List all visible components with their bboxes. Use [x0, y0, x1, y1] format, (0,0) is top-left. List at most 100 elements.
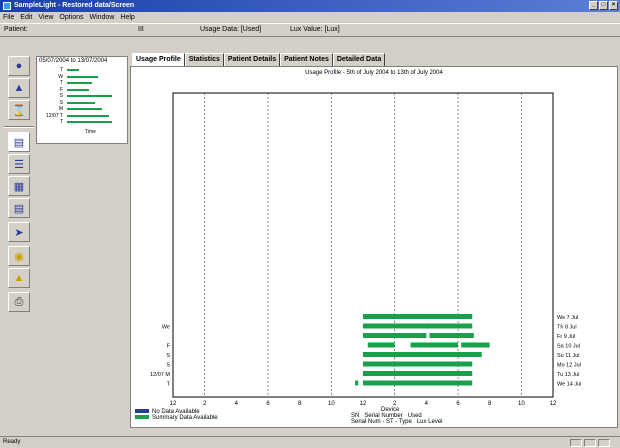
note-row: SN Serial Number Used [351, 413, 443, 419]
thumbnail-day-label: T [59, 67, 63, 73]
thumbnail-bar [67, 69, 80, 71]
x-tick-label: 2 [393, 401, 397, 407]
chart-title: Usage Profile - 5th of July 2004 to 13th… [305, 70, 443, 76]
maximize-button[interactable]: □ [599, 1, 608, 10]
thumbnail-bar [67, 101, 95, 104]
minimize-button[interactable]: _ [589, 1, 598, 10]
usage-bar [461, 342, 490, 348]
lux-label: Lux Value: [Lux] [290, 26, 340, 33]
usage-bar [429, 333, 474, 338]
flashlight-button[interactable]: ◉ [8, 246, 30, 266]
x-tick-label: 4 [235, 401, 239, 407]
legend-item: No Data Available [135, 409, 218, 415]
thumbnail-day-label: F [59, 86, 63, 93]
legend-label: Summary Data Available [152, 415, 218, 421]
row-date-label: We 14 Jul [557, 382, 581, 388]
x-tick-label: 12 [170, 401, 177, 407]
print-button[interactable]: ⎙ [8, 292, 30, 312]
legend-item: Summary Data Available [135, 415, 218, 421]
window-controls: _ □ × [589, 1, 618, 10]
menu-help[interactable]: Help [120, 14, 135, 21]
row-date-label: Su 11 Jul [557, 353, 580, 359]
thumbnail-bar [67, 95, 112, 97]
report-button[interactable]: ▤ [8, 132, 30, 152]
status-panel [598, 439, 610, 447]
row-label: T [167, 382, 171, 388]
mode-label: III [138, 26, 144, 33]
usage-label: Usage Data: [Used] [200, 26, 262, 33]
document-icon: ▤ [13, 136, 25, 149]
status-bar: Ready [0, 436, 620, 448]
thumbnail-bar [67, 75, 98, 78]
menu-file[interactable]: File [3, 14, 15, 21]
menu-view[interactable]: View [38, 14, 54, 21]
tab-detailed-data[interactable]: Detailed Data [332, 53, 386, 66]
usage-bar [363, 371, 473, 376]
row-label: S [166, 353, 170, 359]
import-button[interactable]: ➤ [8, 222, 30, 242]
row-date-label: Sa 10 Jul [557, 344, 580, 350]
thumbnail-xlabel: Time [85, 129, 96, 135]
people-icon: ● [15, 60, 23, 72]
thumbnail-day-label: S [59, 93, 63, 99]
usage-bar [363, 361, 473, 367]
usage-bar [367, 342, 395, 348]
thumbnail-day-label: W [58, 73, 63, 80]
tab-patient-notes[interactable]: Patient Notes [280, 53, 333, 66]
printer-icon: ⎙ [14, 295, 24, 308]
legend-label: No Data Available [152, 409, 200, 415]
usage-profile-panel: Usage Profile - 5th of July 2004 to 13th… [130, 66, 618, 428]
x-tick-label: 6 [266, 401, 270, 407]
x-tick-label: 8 [298, 401, 302, 407]
arrow-icon: ➤ [14, 226, 24, 239]
table-button[interactable]: ▦ [8, 176, 30, 196]
usage-bar [363, 352, 482, 357]
hourglass-icon: ⌛ [12, 104, 26, 117]
note-type: Serial Num - ST - Type [351, 419, 412, 425]
usage-chart: 122468101224681012Time of NightWe 7 JulW… [150, 92, 581, 407]
row-date-label: Th 8 Jul [557, 325, 577, 331]
thumbnail-bar [67, 82, 93, 84]
graph-icon: ▤ [13, 202, 25, 215]
note-sn: SN [351, 413, 360, 419]
list-button[interactable]: ☰ [8, 154, 30, 174]
usage-bar [355, 380, 359, 386]
patients-button[interactable]: ● [8, 56, 30, 76]
menu-edit[interactable]: Edit [20, 14, 33, 21]
tab-statistics[interactable]: Statistics [184, 53, 224, 66]
window-title: SampleLight - Restored data/Screen [14, 2, 135, 9]
x-tick-label: 4 [425, 401, 429, 407]
patient-header: Patient: III Usage Data: [Used] Lux Valu… [0, 23, 620, 37]
thumbnail-bar [67, 88, 90, 91]
tab-strip: Usage Profile Statistics Patient Details… [132, 53, 386, 66]
x-tick-label: 12 [360, 401, 367, 407]
x-tick-label: 6 [456, 401, 460, 407]
status-panel [570, 439, 582, 447]
row-label: We [162, 325, 170, 331]
patient-button[interactable]: ▲ [8, 78, 30, 98]
title-bar: SampleLight - Restored data/Screen _ □ × [0, 0, 620, 12]
note-device: Device [381, 407, 400, 413]
note-row: Serial Num - ST - Type Lux Level [351, 419, 443, 425]
graph-button[interactable]: ▤ [8, 198, 30, 218]
thumbnail-day-label: T [59, 119, 63, 125]
timer-button[interactable]: ⌛ [8, 100, 30, 120]
folder-icon: ▲ [13, 272, 25, 284]
menu-window[interactable]: Window [89, 14, 115, 21]
tab-patient-details[interactable]: Patient Details [223, 53, 281, 66]
usage-bar [410, 342, 458, 348]
usage-bar [363, 333, 427, 338]
sidebar-divider [4, 126, 34, 128]
legend-swatch [135, 409, 149, 414]
close-button[interactable]: × [609, 1, 618, 10]
thumbnail-bar [67, 121, 112, 123]
tab-usage-profile[interactable]: Usage Profile [132, 53, 185, 66]
thumbnail-day-label: 12/07 T [46, 112, 63, 119]
x-tick-label: 10 [328, 401, 335, 407]
folder-button[interactable]: ▲ [8, 268, 30, 288]
legend-swatch [135, 415, 149, 420]
row-date-label: Tu 13 Jul [557, 372, 579, 378]
menu-options[interactable]: Options [59, 14, 84, 21]
table-icon: ▦ [13, 180, 25, 193]
